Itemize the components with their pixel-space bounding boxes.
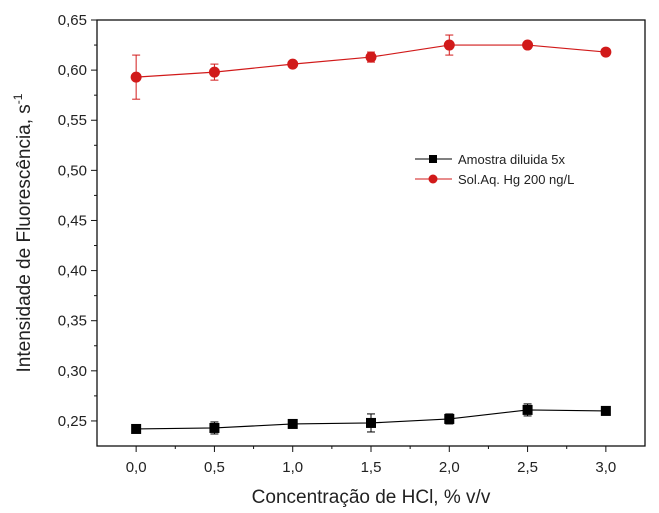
data-point [600,405,611,416]
x-tick-label: 2,0 [439,459,460,476]
x-tick-label: 3,0 [595,459,616,476]
y-axis-ticks: 0,25 0,30 0,35 0,40 0,45 0,50 0,55 0,60 0,65 [58,12,97,430]
y-tick-label: 0,30 [58,363,87,380]
data-point [208,66,220,78]
legend-marker-series-2 [428,174,438,184]
data-point [365,51,377,63]
y-axis-title-superscript: -1 [11,93,25,104]
y-tick-label: 0,50 [58,162,87,179]
legend-label-series-1: Amostra diluida 5x [458,152,565,167]
series-2 [130,34,612,100]
y-tick-label: 0,25 [58,413,87,430]
x-tick-label: 0,5 [204,459,225,476]
x-tick-label: 1,0 [282,459,303,476]
data-point [131,423,142,434]
data-point [522,404,533,415]
data-point [287,58,299,70]
data-point [366,417,376,428]
legend-marker-series-1 [429,155,437,163]
data-point [209,422,220,433]
legend: Amostra diluida 5x Sol.Aq. Hg 200 ng/L [415,152,574,187]
y-tick-label: 0,65 [58,12,87,29]
data-point [443,39,455,51]
y-tick-label: 0,45 [58,212,87,229]
series-1 [131,403,611,435]
y-tick-label: 0,60 [58,62,87,79]
legend-label-series-2: Sol.Aq. Hg 200 ng/L [458,172,574,187]
data-point [130,71,142,83]
y-axis-title-text: Intensidade de Fluorescência, s [14,104,35,372]
data-point [600,46,612,58]
x-tick-label: 1,5 [361,459,382,476]
x-tick-label: 0,0 [126,459,147,476]
x-axis-ticks: 0,0 0,5 1,0 1,5 2,0 2,5 3,0 [126,446,616,476]
data-point [522,39,534,51]
y-axis-title: Intensidade de Fluorescência, s-1 [11,93,35,372]
data-point [287,418,298,429]
x-axis-title: Concentração de HCl, % v/v [252,487,491,508]
x-tick-label: 2,5 [517,459,538,476]
y-tick-label: 0,35 [58,313,87,330]
data-point [444,413,455,424]
series-layer [130,34,612,435]
y-tick-label: 0,55 [58,112,87,129]
plot-frame [96,19,646,447]
y-tick-label: 0,40 [58,263,87,280]
